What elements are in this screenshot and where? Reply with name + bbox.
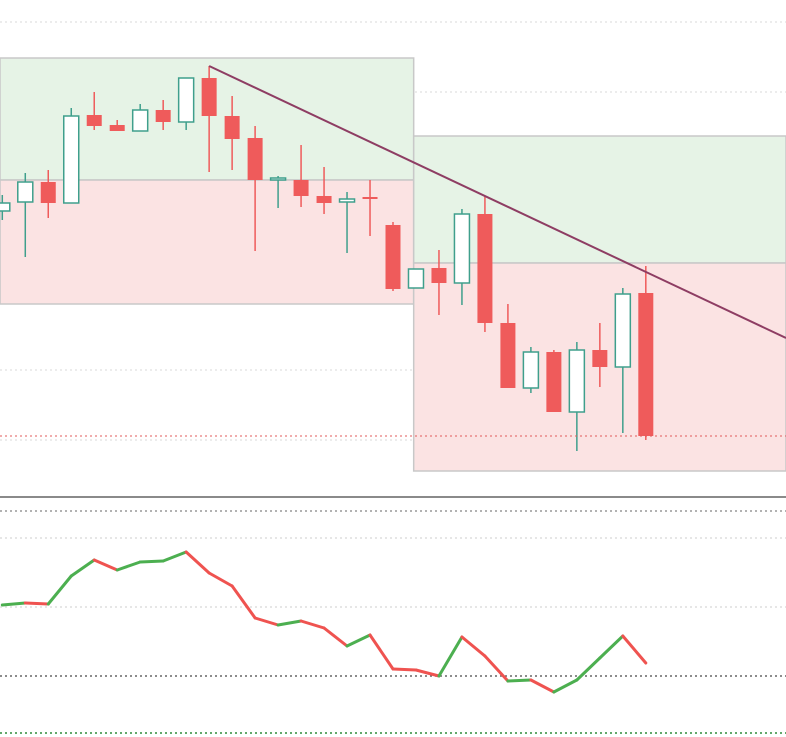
candle-body (385, 225, 401, 289)
candle-body (177, 77, 195, 123)
candle-body (0, 202, 11, 212)
oscillator-segment (621, 634, 648, 665)
candle-body (131, 109, 149, 132)
candle-body (109, 125, 125, 131)
oscillator-segment (598, 634, 625, 660)
candle-body (500, 323, 516, 388)
candle-body (86, 115, 102, 126)
candle-body (546, 352, 562, 412)
oscillator-pane (0, 510, 786, 734)
oscillator-segment (552, 678, 579, 694)
candle-body (155, 110, 171, 122)
oscillator-segment (276, 619, 303, 627)
oscillator-segment (437, 635, 464, 678)
candle-body (614, 293, 632, 368)
candle-body (201, 78, 217, 116)
oscillator-segment (92, 558, 119, 572)
price-pane (0, 21, 786, 472)
candle-body (638, 293, 654, 436)
oscillator-segment (161, 550, 188, 563)
oscillator-segment (23, 601, 50, 606)
oscillator-segment (253, 616, 280, 627)
candle-body (431, 268, 447, 283)
candle-body (568, 349, 586, 413)
oscillator-segment (0, 601, 27, 607)
candle-body (247, 138, 263, 180)
candle-body (362, 197, 378, 199)
oscillator-segment (115, 560, 142, 572)
candle-body (316, 196, 332, 203)
oscillator-segment (460, 635, 487, 658)
candle-body (592, 350, 608, 367)
candle-body (269, 177, 287, 181)
zone-box (0, 57, 415, 181)
candle-body (407, 268, 425, 289)
oscillator-segment (483, 654, 510, 683)
oscillator-segment (391, 667, 418, 672)
oscillator-segment (368, 633, 395, 671)
oscillator-segment (299, 619, 326, 630)
candle-body (338, 198, 356, 203)
oscillator-segment (138, 559, 165, 564)
candle-body (62, 115, 80, 204)
oscillator-segment (69, 558, 96, 578)
candle-body (17, 181, 34, 203)
oscillator-segment (575, 656, 602, 682)
oscillator-segment (345, 633, 372, 648)
trendline (208, 65, 786, 339)
oscillator-segment (529, 678, 556, 694)
oscillator-segment (414, 668, 441, 678)
candle-body (522, 351, 540, 389)
candle-body (293, 180, 309, 196)
candle-body (453, 213, 471, 284)
candle-body (224, 116, 240, 139)
oscillator-segment (322, 626, 349, 648)
oscillator-segment (207, 571, 234, 588)
oscillator-segment (230, 584, 257, 620)
oscillator-segment (506, 678, 533, 683)
oscillator-segment (46, 574, 73, 606)
oscillator-segment (184, 550, 211, 575)
candle-body (40, 182, 56, 203)
candle-body (477, 214, 493, 323)
